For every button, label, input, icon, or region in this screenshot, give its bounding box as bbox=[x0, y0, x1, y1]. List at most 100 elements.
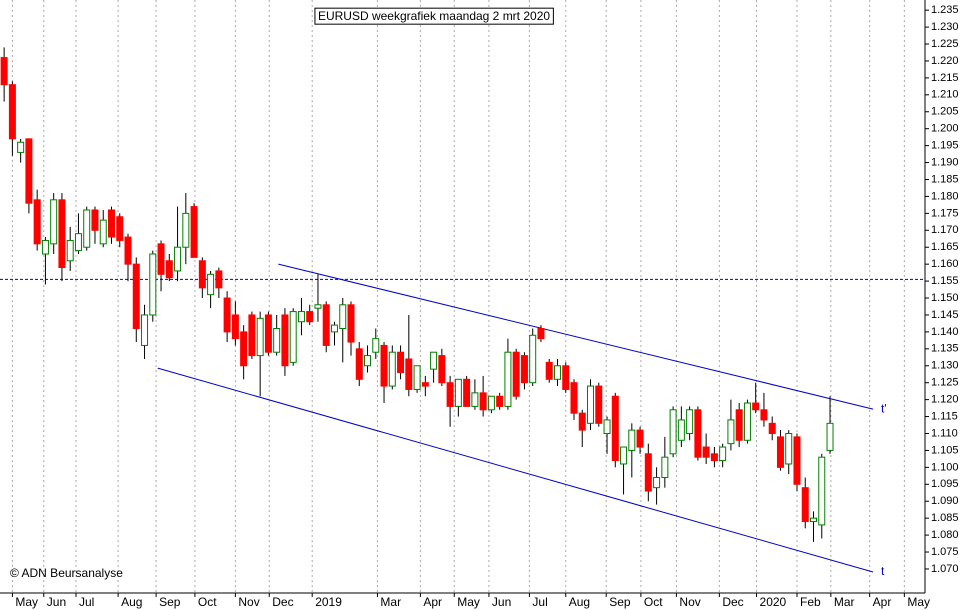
candle-body bbox=[653, 477, 661, 489]
y-tick-label: 1.225 bbox=[931, 38, 959, 50]
x-tick-label: Aug bbox=[121, 595, 142, 609]
candle-body bbox=[157, 243, 165, 275]
candle-body bbox=[529, 334, 537, 384]
x-tick-label: Apr bbox=[873, 595, 892, 609]
candle-body bbox=[446, 382, 454, 407]
y-tick-label: 1.110 bbox=[931, 427, 958, 439]
y-tick-label: 1.135 bbox=[931, 343, 959, 355]
y-tick-label: 1.205 bbox=[931, 106, 959, 118]
candle-body bbox=[454, 378, 462, 407]
candle-body bbox=[826, 422, 834, 451]
y-tick-label: 1.105 bbox=[931, 444, 959, 456]
candle-body bbox=[215, 270, 223, 289]
y-tick-label: 1.070 bbox=[931, 563, 959, 575]
candle-body bbox=[198, 260, 206, 289]
title-box bbox=[314, 7, 554, 25]
y-tick-label: 1.230 bbox=[931, 21, 959, 33]
candle-body bbox=[99, 219, 107, 245]
x-tick-label: Aug bbox=[569, 595, 590, 609]
y-tick-label: 1.200 bbox=[931, 123, 959, 135]
candle-body bbox=[297, 311, 305, 323]
candle-body bbox=[248, 314, 256, 357]
candle-body bbox=[471, 392, 479, 407]
candle-body bbox=[818, 456, 826, 526]
y-tick-label: 1.190 bbox=[931, 156, 959, 168]
x-tick-label: 2020 bbox=[760, 595, 787, 609]
candle-body bbox=[694, 409, 702, 458]
trend-line bbox=[278, 263, 874, 410]
candle-body bbox=[306, 311, 314, 323]
candle-body bbox=[149, 253, 157, 316]
candle-body bbox=[677, 419, 685, 441]
candle-body bbox=[66, 239, 74, 262]
candle-body bbox=[669, 409, 677, 455]
x-tick-label: Nov bbox=[679, 595, 700, 609]
candle-body bbox=[231, 314, 239, 340]
candle-body bbox=[207, 273, 215, 296]
candle-body bbox=[322, 304, 330, 346]
candle-body bbox=[644, 453, 652, 492]
candle-body bbox=[256, 317, 264, 357]
candle-body bbox=[686, 409, 694, 434]
candle-body bbox=[578, 412, 586, 431]
candle-body bbox=[405, 358, 413, 390]
x-tick-label: May bbox=[15, 595, 38, 609]
y-tick-label: 1.185 bbox=[931, 173, 959, 185]
candle-body bbox=[810, 517, 818, 523]
candle-body bbox=[438, 355, 446, 384]
x-tick-label: Dec bbox=[272, 595, 293, 609]
candle-body bbox=[520, 355, 528, 384]
candle-body bbox=[595, 385, 603, 424]
candle-body bbox=[240, 331, 248, 367]
y-tick-label: 1.130 bbox=[931, 360, 959, 372]
candle-body bbox=[174, 246, 182, 272]
candle-body bbox=[141, 314, 149, 346]
candle-body bbox=[719, 446, 727, 462]
candle-body bbox=[347, 304, 355, 343]
candle-body bbox=[727, 419, 735, 445]
y-tick-label: 1.140 bbox=[931, 326, 959, 338]
candle-body bbox=[0, 57, 8, 86]
candle-body bbox=[314, 304, 322, 309]
candle-body bbox=[512, 351, 520, 397]
x-tick-label: May bbox=[907, 595, 930, 609]
candle-body bbox=[710, 453, 718, 462]
candle-body bbox=[785, 432, 793, 465]
x-tick-label: Oct bbox=[198, 595, 217, 609]
candle-body bbox=[339, 304, 347, 330]
candle-body bbox=[620, 446, 628, 465]
y-tick-label: 1.150 bbox=[931, 292, 959, 304]
candle-body bbox=[537, 328, 545, 340]
y-tick-label: 1.085 bbox=[931, 512, 959, 524]
y-tick-label: 1.145 bbox=[931, 309, 959, 321]
candle-body bbox=[8, 84, 16, 140]
y-tick-label: 1.095 bbox=[931, 478, 959, 490]
candle-body bbox=[504, 351, 512, 407]
candle-body bbox=[264, 314, 272, 353]
y-tick-label: 1.080 bbox=[931, 529, 959, 541]
candle-body bbox=[628, 429, 636, 451]
candle-body bbox=[165, 260, 173, 279]
x-tick-label: Mar bbox=[380, 595, 401, 609]
y-tick-label: 1.160 bbox=[931, 258, 959, 270]
trend-label: t bbox=[881, 564, 885, 578]
candle-body bbox=[58, 199, 66, 269]
candle-body bbox=[479, 392, 487, 411]
candle-body bbox=[776, 436, 784, 468]
x-tick-label: Jul bbox=[79, 595, 94, 609]
y-tick-label: 1.100 bbox=[931, 461, 959, 473]
y-tick-label: 1.215 bbox=[931, 72, 959, 84]
y-tick-label: 1.125 bbox=[931, 377, 959, 389]
x-tick-label: Jun bbox=[47, 595, 66, 609]
candle-body bbox=[562, 365, 570, 390]
candle-body bbox=[496, 395, 504, 407]
candle-body bbox=[553, 365, 561, 380]
candle-body bbox=[463, 378, 471, 407]
x-tick-label: Dec bbox=[722, 595, 743, 609]
candle-body bbox=[74, 233, 82, 252]
trend-label: t' bbox=[881, 401, 887, 415]
x-tick-label: Sep bbox=[609, 595, 631, 609]
x-tick-label: Oct bbox=[644, 595, 663, 609]
